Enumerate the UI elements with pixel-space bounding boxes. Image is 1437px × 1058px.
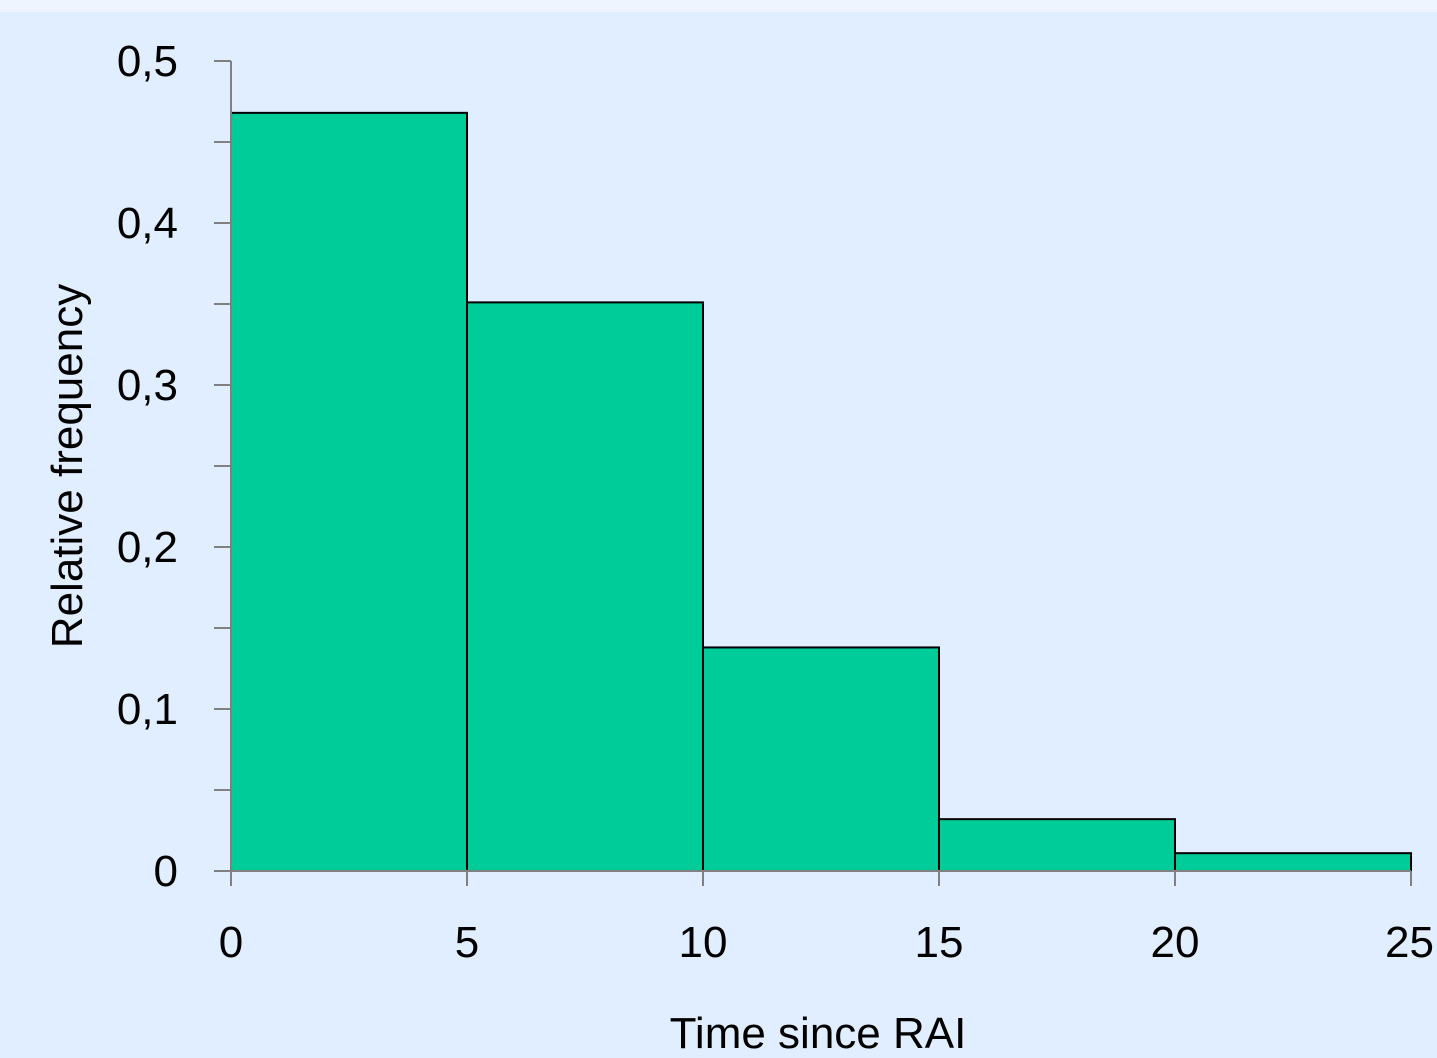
x-tick-label: 20: [1151, 918, 1200, 967]
y-tick-label: 0,2: [117, 523, 178, 572]
histogram-bar-0-5: [230, 111, 468, 872]
x-tick-label: 15: [915, 918, 964, 967]
histogram-bar-15-20: [938, 818, 1176, 872]
bars-group: [230, 111, 1412, 872]
x-tick-label: 10: [679, 918, 728, 967]
x-axis-title: Time since RAI: [670, 1009, 967, 1058]
y-tick-label: 0,5: [117, 37, 178, 86]
histogram-bar-10-15: [702, 646, 940, 872]
y-axis-title: Relative frequency: [43, 284, 92, 648]
x-tick-label: 25: [1385, 918, 1434, 967]
histogram-bar-20-25: [1174, 852, 1412, 872]
top-strip: [0, 0, 1437, 12]
y-ticks-group: 0 0,1 0,2 0,3 0,4 0,5: [117, 37, 231, 896]
x-tick-label: 0: [219, 918, 243, 967]
y-tick-label: 0,3: [117, 361, 178, 410]
y-tick-label: 0: [154, 847, 178, 896]
x-ticks-group: 0 5 10 15 20 25: [219, 871, 1434, 967]
x-tick-label: 5: [455, 918, 479, 967]
histogram-bar-5-10: [466, 301, 704, 872]
y-tick-label: 0,4: [117, 199, 178, 248]
y-tick-label: 0,1: [117, 685, 178, 734]
